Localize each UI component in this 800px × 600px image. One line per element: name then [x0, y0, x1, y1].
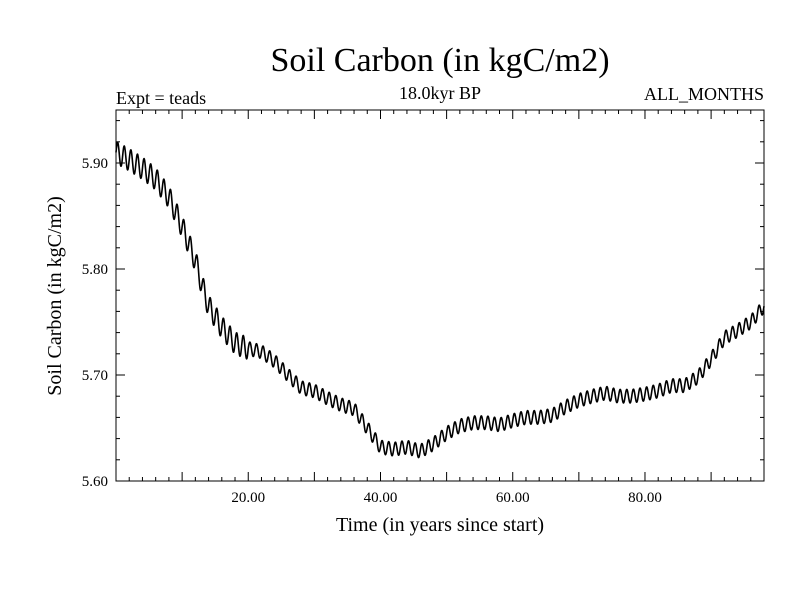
- y-tick-label: 5.80: [82, 262, 108, 278]
- y-tick-label: 5.90: [82, 156, 108, 172]
- axis-tick-labels: 20.00 40.00 60.00 80.00 5.60 5.70 5.80 5.90: [82, 156, 662, 506]
- y-tick-label: 5.60: [82, 474, 108, 490]
- axis-ticks: [116, 110, 764, 482]
- soil-carbon-line: [115, 141, 765, 459]
- y-tick-label: 5.70: [82, 368, 108, 384]
- x-tick-label: 40.00: [364, 490, 398, 506]
- months-label: ALL_MONTHS: [644, 84, 764, 104]
- plot-frame: [115, 109, 765, 482]
- x-tick-label: 60.00: [496, 490, 530, 506]
- experiment-label: Expt = teads: [116, 88, 207, 108]
- x-tick-label: 20.00: [231, 490, 265, 506]
- x-axis-label: Time (in years since start): [336, 514, 544, 536]
- y-axis-label: Soil Carbon (in kgC/m2): [44, 196, 66, 395]
- chart-title: Soil Carbon (in kgC/m2): [270, 42, 610, 79]
- chart-subtitle: 18.0kyr BP: [398, 83, 481, 103]
- x-tick-label: 80.00: [628, 490, 662, 506]
